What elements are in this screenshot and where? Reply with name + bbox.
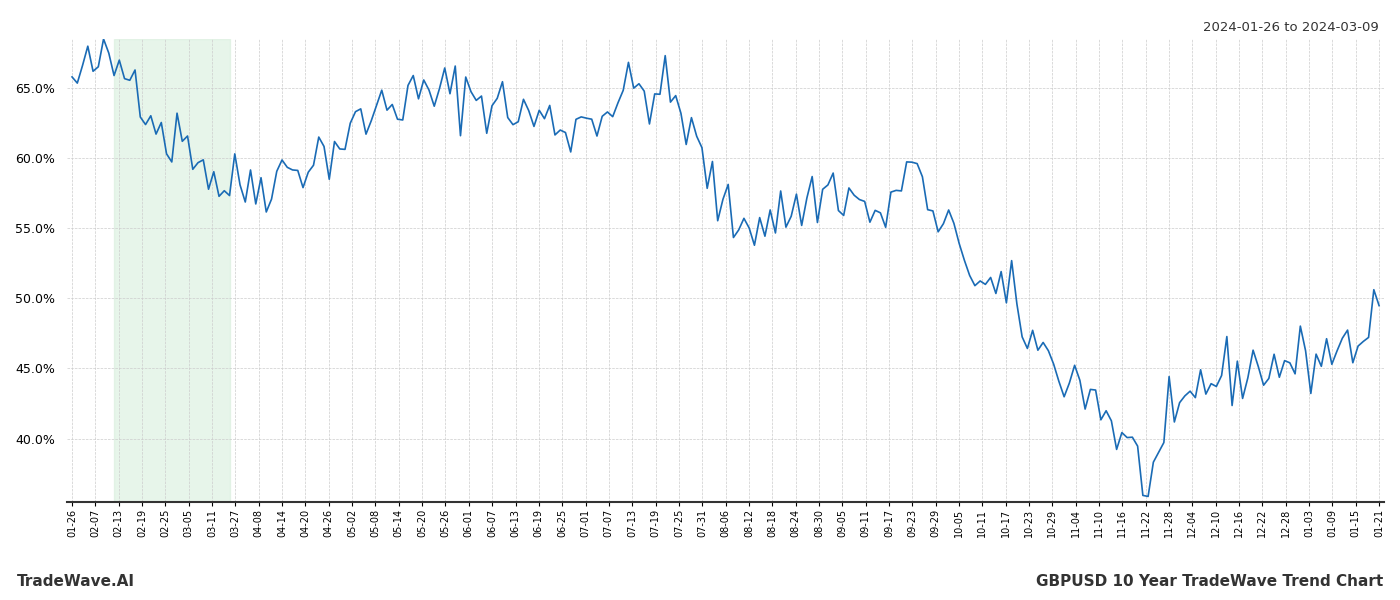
Text: GBPUSD 10 Year TradeWave Trend Chart: GBPUSD 10 Year TradeWave Trend Chart	[1036, 574, 1383, 589]
Bar	[113, 39, 230, 502]
Text: 2024-01-26 to 2024-03-09: 2024-01-26 to 2024-03-09	[1203, 21, 1379, 34]
Text: TradeWave.AI: TradeWave.AI	[17, 574, 134, 589]
